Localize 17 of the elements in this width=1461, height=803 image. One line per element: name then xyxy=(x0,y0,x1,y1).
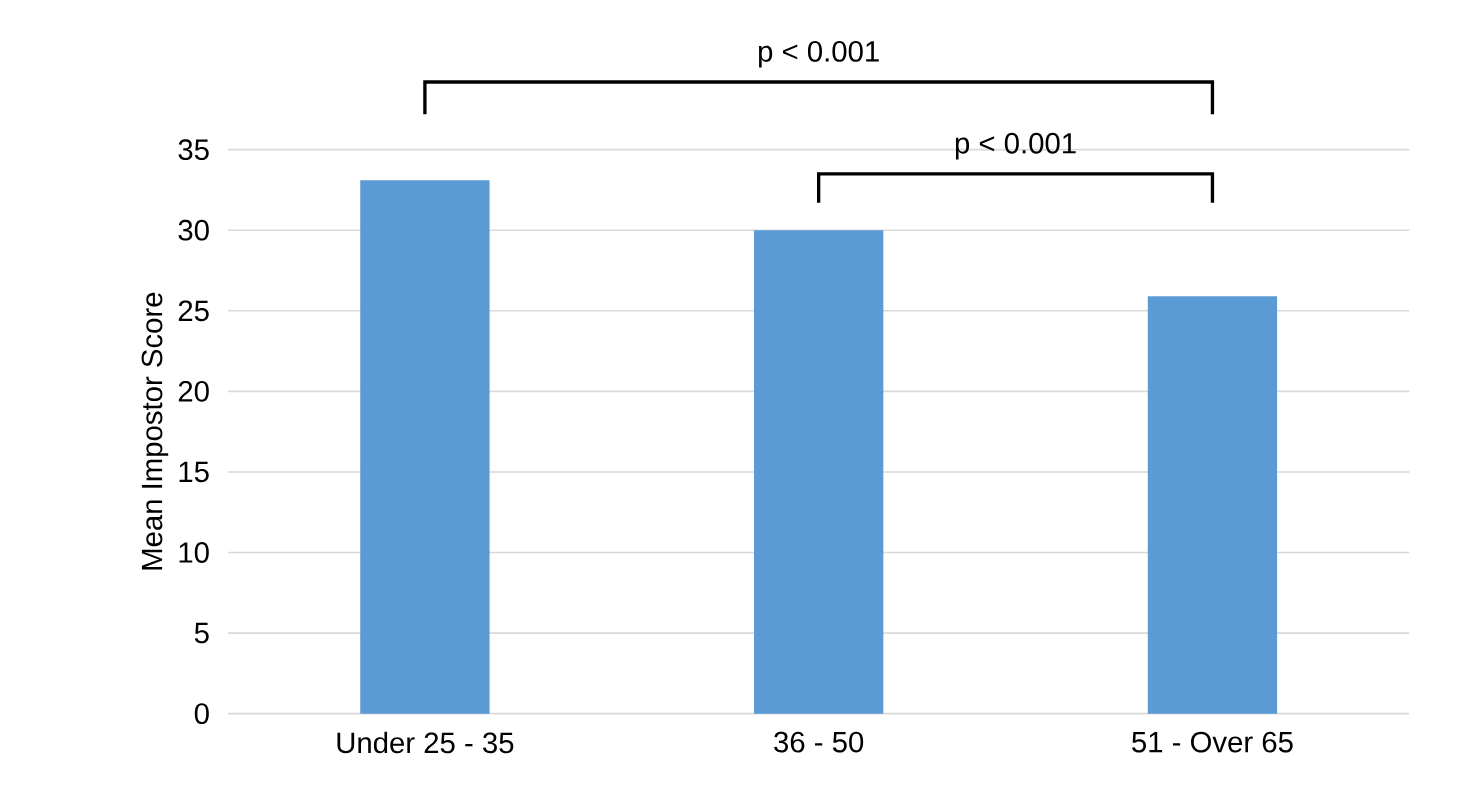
y-tick-label: 10 xyxy=(179,542,209,563)
y-axis-title: Mean Impostor Score xyxy=(141,292,169,570)
y-tick-label: 5 xyxy=(194,622,209,644)
y-tick-label: 35 xyxy=(178,139,209,161)
y-tick-label: 15 xyxy=(179,461,209,483)
bar xyxy=(360,180,490,714)
x-tick-label: 36 - 50 xyxy=(774,731,864,753)
bar xyxy=(1147,296,1278,714)
y-tick-label: 20 xyxy=(178,380,209,402)
bar xyxy=(754,230,884,714)
text: p < 0.001 xyxy=(758,41,879,68)
y-tick-label: 25 xyxy=(178,300,209,322)
y-tick-label: 0 xyxy=(194,703,209,725)
y-tick-label: 30 xyxy=(178,219,209,241)
x-tick-label: Under 25 - 35 xyxy=(337,731,514,754)
x-tick-label: 51 - Over 65 xyxy=(1132,731,1293,753)
annotation: p < 0.001 xyxy=(955,132,1076,160)
